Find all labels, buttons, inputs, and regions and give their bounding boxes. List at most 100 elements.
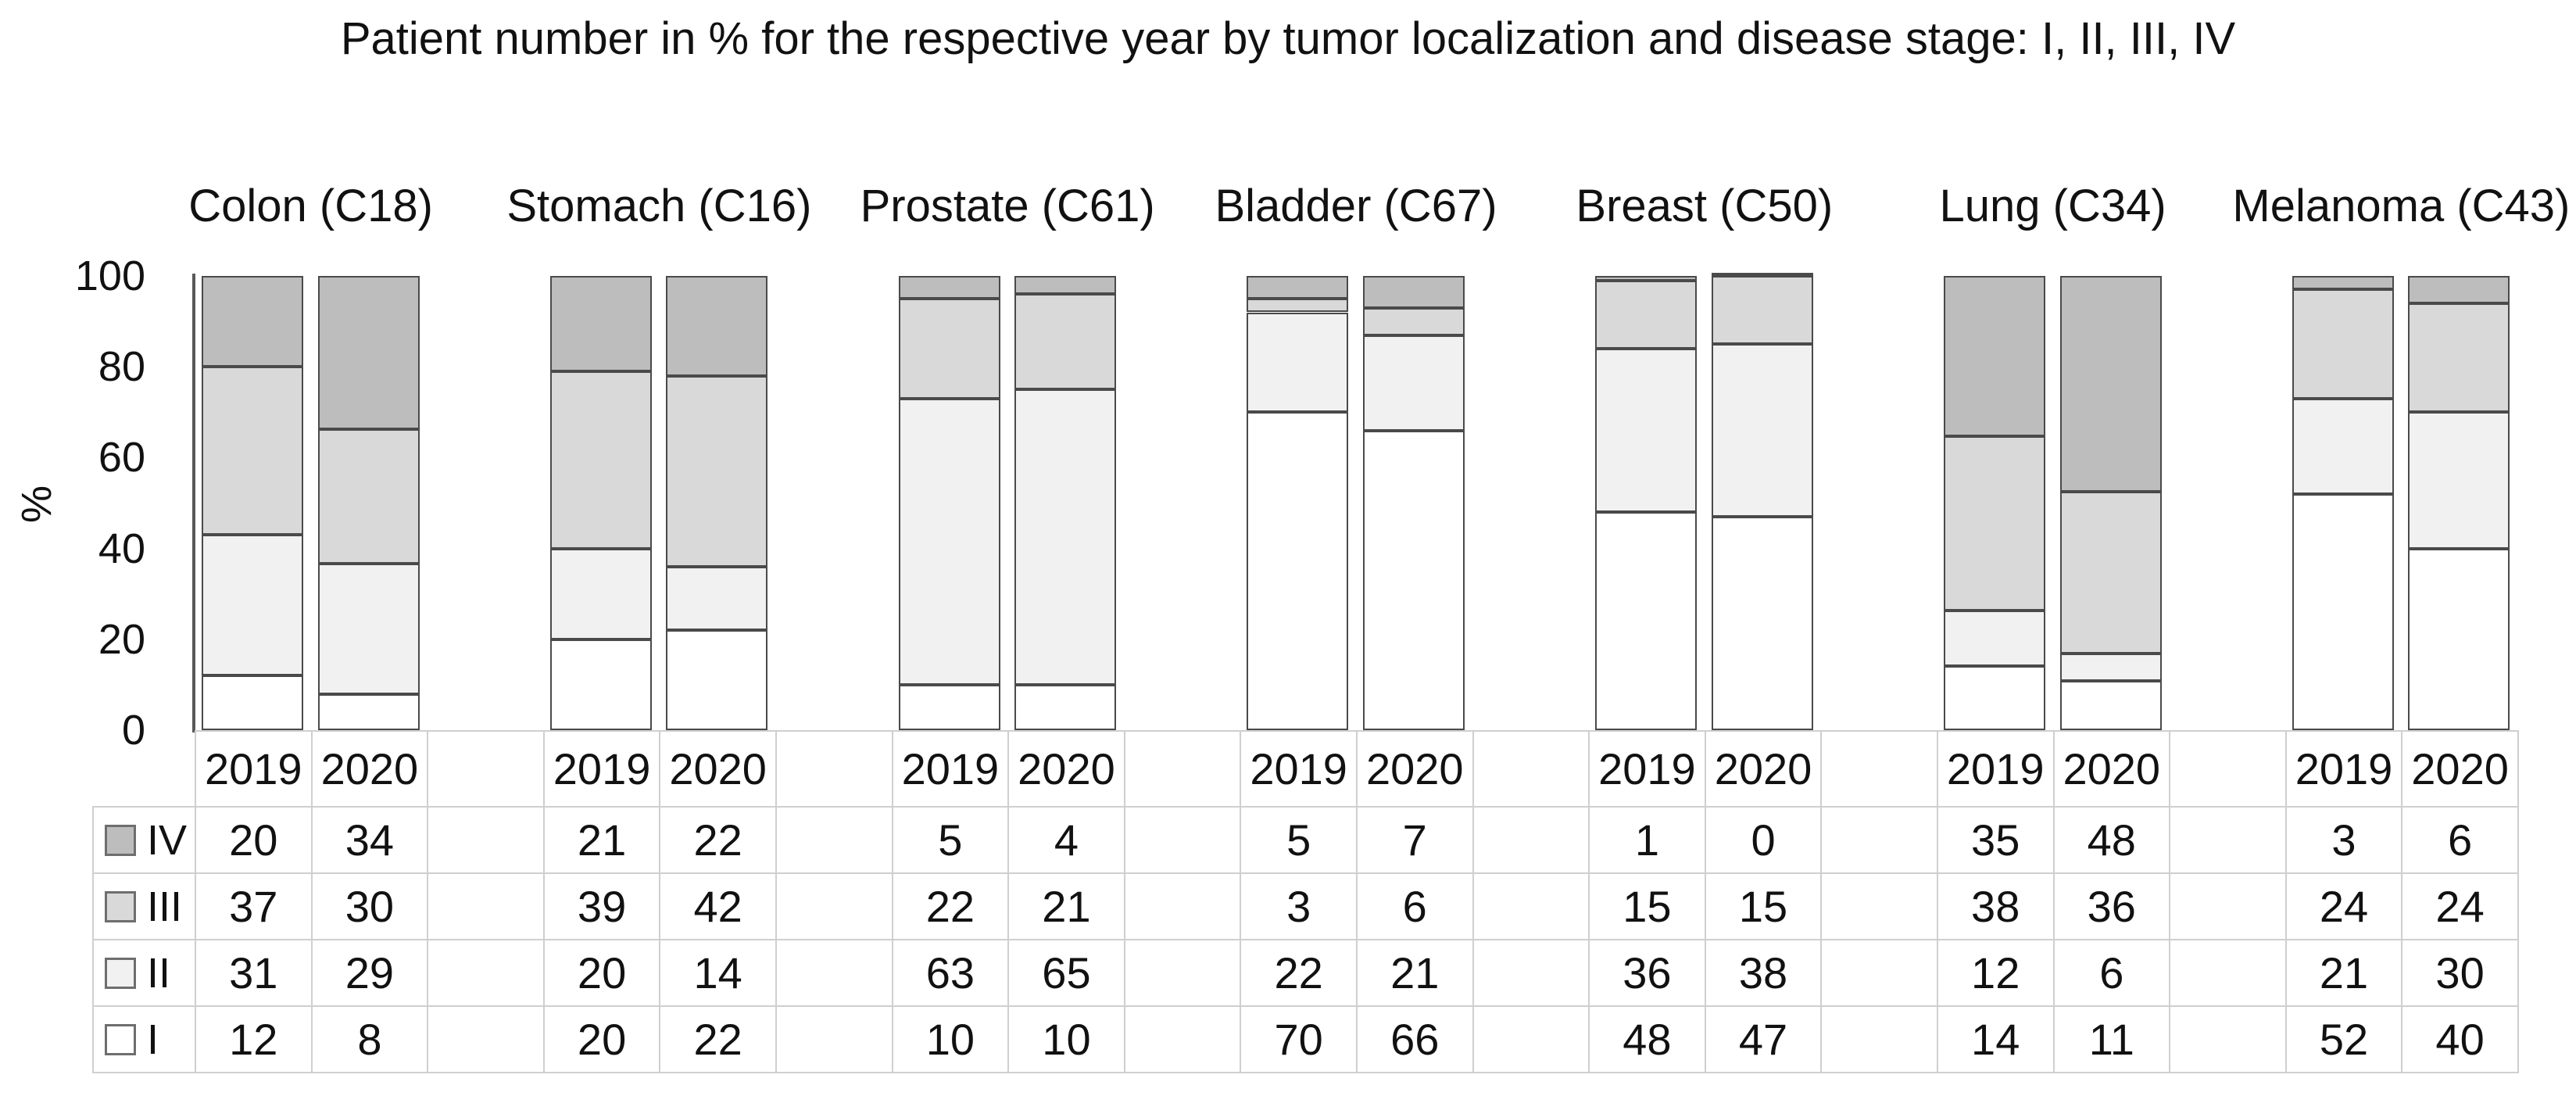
y-tick-label: 80 bbox=[98, 343, 145, 391]
bar-segment-III bbox=[549, 371, 652, 549]
bar-segment-II bbox=[1944, 611, 2045, 666]
legend-swatch-I bbox=[105, 1023, 136, 1055]
group-header: Lung (C34) bbox=[1939, 181, 2166, 231]
bar-segment-III bbox=[666, 375, 768, 567]
bar-segment-III bbox=[1247, 299, 1349, 313]
stacked-bar-2019 bbox=[1944, 276, 2045, 730]
stage-legend: III bbox=[95, 883, 194, 931]
spacer-cell bbox=[1472, 806, 1590, 874]
value-cell: 15 bbox=[1704, 872, 1823, 940]
bar-segment-IV bbox=[549, 276, 652, 372]
value-cell: 31 bbox=[195, 939, 313, 1007]
value-cell: 30 bbox=[2401, 939, 2519, 1007]
value-cell: 20 bbox=[195, 806, 313, 874]
value-cell: 65 bbox=[1007, 939, 1125, 1007]
stacked-bar-2020 bbox=[1711, 273, 1813, 730]
stage-label: III bbox=[147, 883, 183, 930]
value-cell: 7 bbox=[1355, 806, 1474, 874]
bar-segment-I bbox=[1711, 516, 1813, 730]
stacked-bar-2020 bbox=[1363, 276, 1465, 730]
spacer-cell bbox=[1820, 1005, 1938, 1073]
bar-segment-I bbox=[202, 675, 303, 730]
year-header-cell: 2020 bbox=[659, 730, 777, 808]
stage-legend-cell: III bbox=[92, 872, 196, 940]
year-header-cell: 2020 bbox=[1007, 730, 1125, 808]
group-header: Melanoma (C43) bbox=[2232, 181, 2571, 231]
value-cell: 14 bbox=[1936, 1005, 2055, 1073]
stage-legend-cell: II bbox=[92, 939, 196, 1007]
bar-segment-I bbox=[1363, 430, 1465, 730]
spacer-cell bbox=[775, 806, 893, 874]
bar-segment-IV bbox=[1247, 276, 1349, 299]
year-header-cell: 2019 bbox=[542, 730, 661, 808]
bar-segment-II bbox=[2059, 654, 2162, 681]
bar-segment-IV bbox=[1711, 273, 1813, 276]
value-cell: 14 bbox=[659, 939, 777, 1007]
value-cell: 47 bbox=[1704, 1005, 1823, 1073]
bar-segment-II bbox=[202, 535, 303, 676]
bar-segment-IV bbox=[202, 276, 303, 367]
bar-segment-IV bbox=[317, 276, 420, 429]
value-cell: 4 bbox=[1007, 806, 1125, 874]
value-cell: 12 bbox=[195, 1005, 313, 1073]
stacked-bar-2019 bbox=[898, 276, 1000, 730]
spacer-cell bbox=[1123, 872, 1242, 940]
year-header-cell: 2019 bbox=[195, 730, 313, 808]
value-cell: 38 bbox=[1704, 939, 1823, 1007]
value-cell: 3 bbox=[2284, 806, 2403, 874]
legend-swatch-III bbox=[105, 890, 136, 922]
bar-segment-III bbox=[2059, 492, 2162, 654]
group-header: Breast (C50) bbox=[1576, 181, 1834, 231]
y-tick-label: 20 bbox=[98, 615, 145, 663]
spacer-cell bbox=[1820, 806, 1938, 874]
value-cell: 21 bbox=[542, 806, 661, 874]
bar-segment-I bbox=[1944, 665, 2045, 730]
value-cell: 38 bbox=[1936, 872, 2055, 940]
bar-segment-IV bbox=[898, 276, 1000, 299]
bar-segment-II bbox=[1014, 389, 1117, 685]
value-cell: 40 bbox=[2401, 1005, 2519, 1073]
year-header-cell: 2019 bbox=[1240, 730, 1358, 808]
value-cell: 5 bbox=[1240, 806, 1358, 874]
year-header-cell: 2020 bbox=[2401, 730, 2519, 808]
value-cell: 10 bbox=[891, 1005, 1010, 1073]
y-tick-label: 60 bbox=[98, 434, 145, 482]
stage-label: IV bbox=[147, 816, 188, 864]
bar-segment-III bbox=[2292, 289, 2394, 399]
value-cell: 22 bbox=[891, 872, 1010, 940]
value-cell: 36 bbox=[1588, 939, 1706, 1007]
year-header-cell: 2019 bbox=[891, 730, 1010, 808]
stage-label: II bbox=[147, 949, 171, 997]
bar-segment-III bbox=[1711, 276, 1813, 345]
y-axis-line bbox=[192, 274, 195, 732]
value-cell: 5 bbox=[891, 806, 1010, 874]
value-cell: 0 bbox=[1704, 806, 1823, 874]
bar-segment-I bbox=[1014, 684, 1117, 730]
value-cell: 3 bbox=[1240, 872, 1358, 940]
spacer-cell bbox=[1472, 1005, 1590, 1073]
bar-segment-IV bbox=[1363, 276, 1465, 308]
value-cell: 21 bbox=[1355, 939, 1474, 1007]
year-header-cell: 2020 bbox=[1704, 730, 1823, 808]
value-cell: 48 bbox=[2052, 806, 2171, 874]
bar-segment-I bbox=[317, 693, 420, 730]
bar-segment-II bbox=[1247, 312, 1349, 413]
value-cell: 42 bbox=[659, 872, 777, 940]
group-header: Prostate (C61) bbox=[860, 181, 1155, 231]
value-cell: 24 bbox=[2284, 872, 2403, 940]
y-tick-label: 100 bbox=[74, 253, 145, 299]
value-cell: 52 bbox=[2284, 1005, 2403, 1073]
bar-segment-III bbox=[202, 367, 303, 535]
bar-segment-II bbox=[1595, 348, 1698, 513]
bar-segment-III bbox=[2408, 303, 2510, 413]
year-header-cell: 2020 bbox=[310, 730, 429, 808]
year-header-cell: 2019 bbox=[1936, 730, 2055, 808]
bar-segment-I bbox=[2292, 493, 2394, 730]
bar-segment-IV bbox=[666, 276, 768, 376]
spacer-cell bbox=[427, 1005, 545, 1073]
value-cell: 21 bbox=[1007, 872, 1125, 940]
bar-segment-III bbox=[898, 299, 1000, 399]
stacked-bar-2020 bbox=[2408, 276, 2510, 730]
bar-segment-I bbox=[898, 684, 1000, 730]
value-cell: 24 bbox=[2401, 872, 2519, 940]
